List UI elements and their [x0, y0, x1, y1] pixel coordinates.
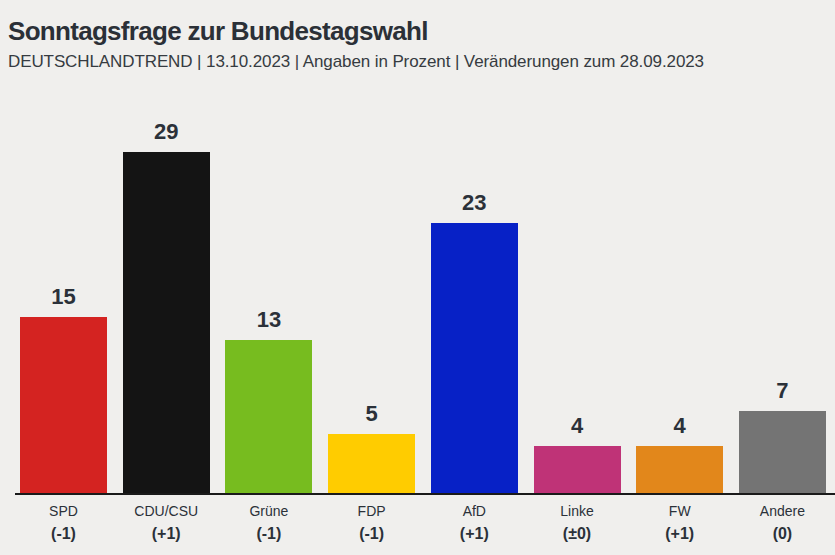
page-title: Sonntagsfrage zur Bundestagswahl [8, 16, 704, 46]
bar-Linke [534, 446, 621, 493]
bar-value-label: 4 [674, 413, 686, 439]
x-label-Grüne: Grüne (-1) [225, 503, 312, 543]
bar-value-label: 13 [257, 307, 281, 333]
party-name: Linke [534, 503, 621, 519]
bar-column-CDU/CSU: 29 [123, 108, 210, 493]
party-name: Andere [739, 503, 826, 519]
bar-Andere [739, 411, 826, 493]
chart-header: Sonntagsfrage zur Bundestagswahl DEUTSCH… [8, 16, 704, 72]
bar-Grüne [225, 340, 312, 493]
party-name: CDU/CSU [123, 503, 210, 519]
bar-value-label: 7 [776, 378, 788, 404]
party-name: FW [636, 503, 723, 519]
party-name: SPD [20, 503, 107, 519]
party-name: AfD [431, 503, 518, 519]
x-label-FDP: FDP (-1) [328, 503, 415, 543]
x-label-Linke: Linke (±0) [534, 503, 621, 543]
bar-FDP [328, 434, 415, 493]
bar-column-FDP: 5 [328, 108, 415, 493]
bar-value-label: 29 [154, 119, 178, 145]
bar-column-Grüne: 13 [225, 108, 312, 493]
x-axis-labels: SPD (-1) CDU/CSU (+1) Grüne (-1) FDP (-1) AfD (+1… [20, 503, 826, 543]
x-label-Andere: Andere (0) [739, 503, 826, 543]
party-name: Grüne [225, 503, 312, 519]
bar-value-label: 15 [51, 284, 75, 310]
bar-FW [636, 446, 723, 493]
party-change: (±0) [534, 525, 621, 543]
party-change: (0) [739, 525, 826, 543]
party-change: (-1) [328, 525, 415, 543]
bar-chart-plot-area: 15 29 13 5 23 4 4 7 [20, 108, 826, 493]
party-change: (+1) [636, 525, 723, 543]
party-change: (+1) [123, 525, 210, 543]
party-change: (-1) [20, 525, 107, 543]
bar-value-label: 4 [571, 413, 583, 439]
x-label-CDU/CSU: CDU/CSU (+1) [123, 503, 210, 543]
x-label-FW: FW (+1) [636, 503, 723, 543]
bar-column-Andere: 7 [739, 108, 826, 493]
bar-CDU/CSU [123, 152, 210, 493]
bar-value-label: 5 [365, 401, 377, 427]
x-label-SPD: SPD (-1) [20, 503, 107, 543]
bar-SPD [20, 317, 107, 493]
chart-subtitle: DEUTSCHLANDTREND | 13.10.2023 | Angaben … [8, 52, 704, 72]
bar-value-label: 23 [462, 190, 486, 216]
party-name: FDP [328, 503, 415, 519]
party-change: (+1) [431, 525, 518, 543]
bar-column-AfD: 23 [431, 108, 518, 493]
chart-baseline [15, 493, 835, 495]
party-change: (-1) [225, 525, 312, 543]
bar-column-SPD: 15 [20, 108, 107, 493]
bar-AfD [431, 223, 518, 493]
bar-column-Linke: 4 [534, 108, 621, 493]
x-label-AfD: AfD (+1) [431, 503, 518, 543]
bar-column-FW: 4 [636, 108, 723, 493]
